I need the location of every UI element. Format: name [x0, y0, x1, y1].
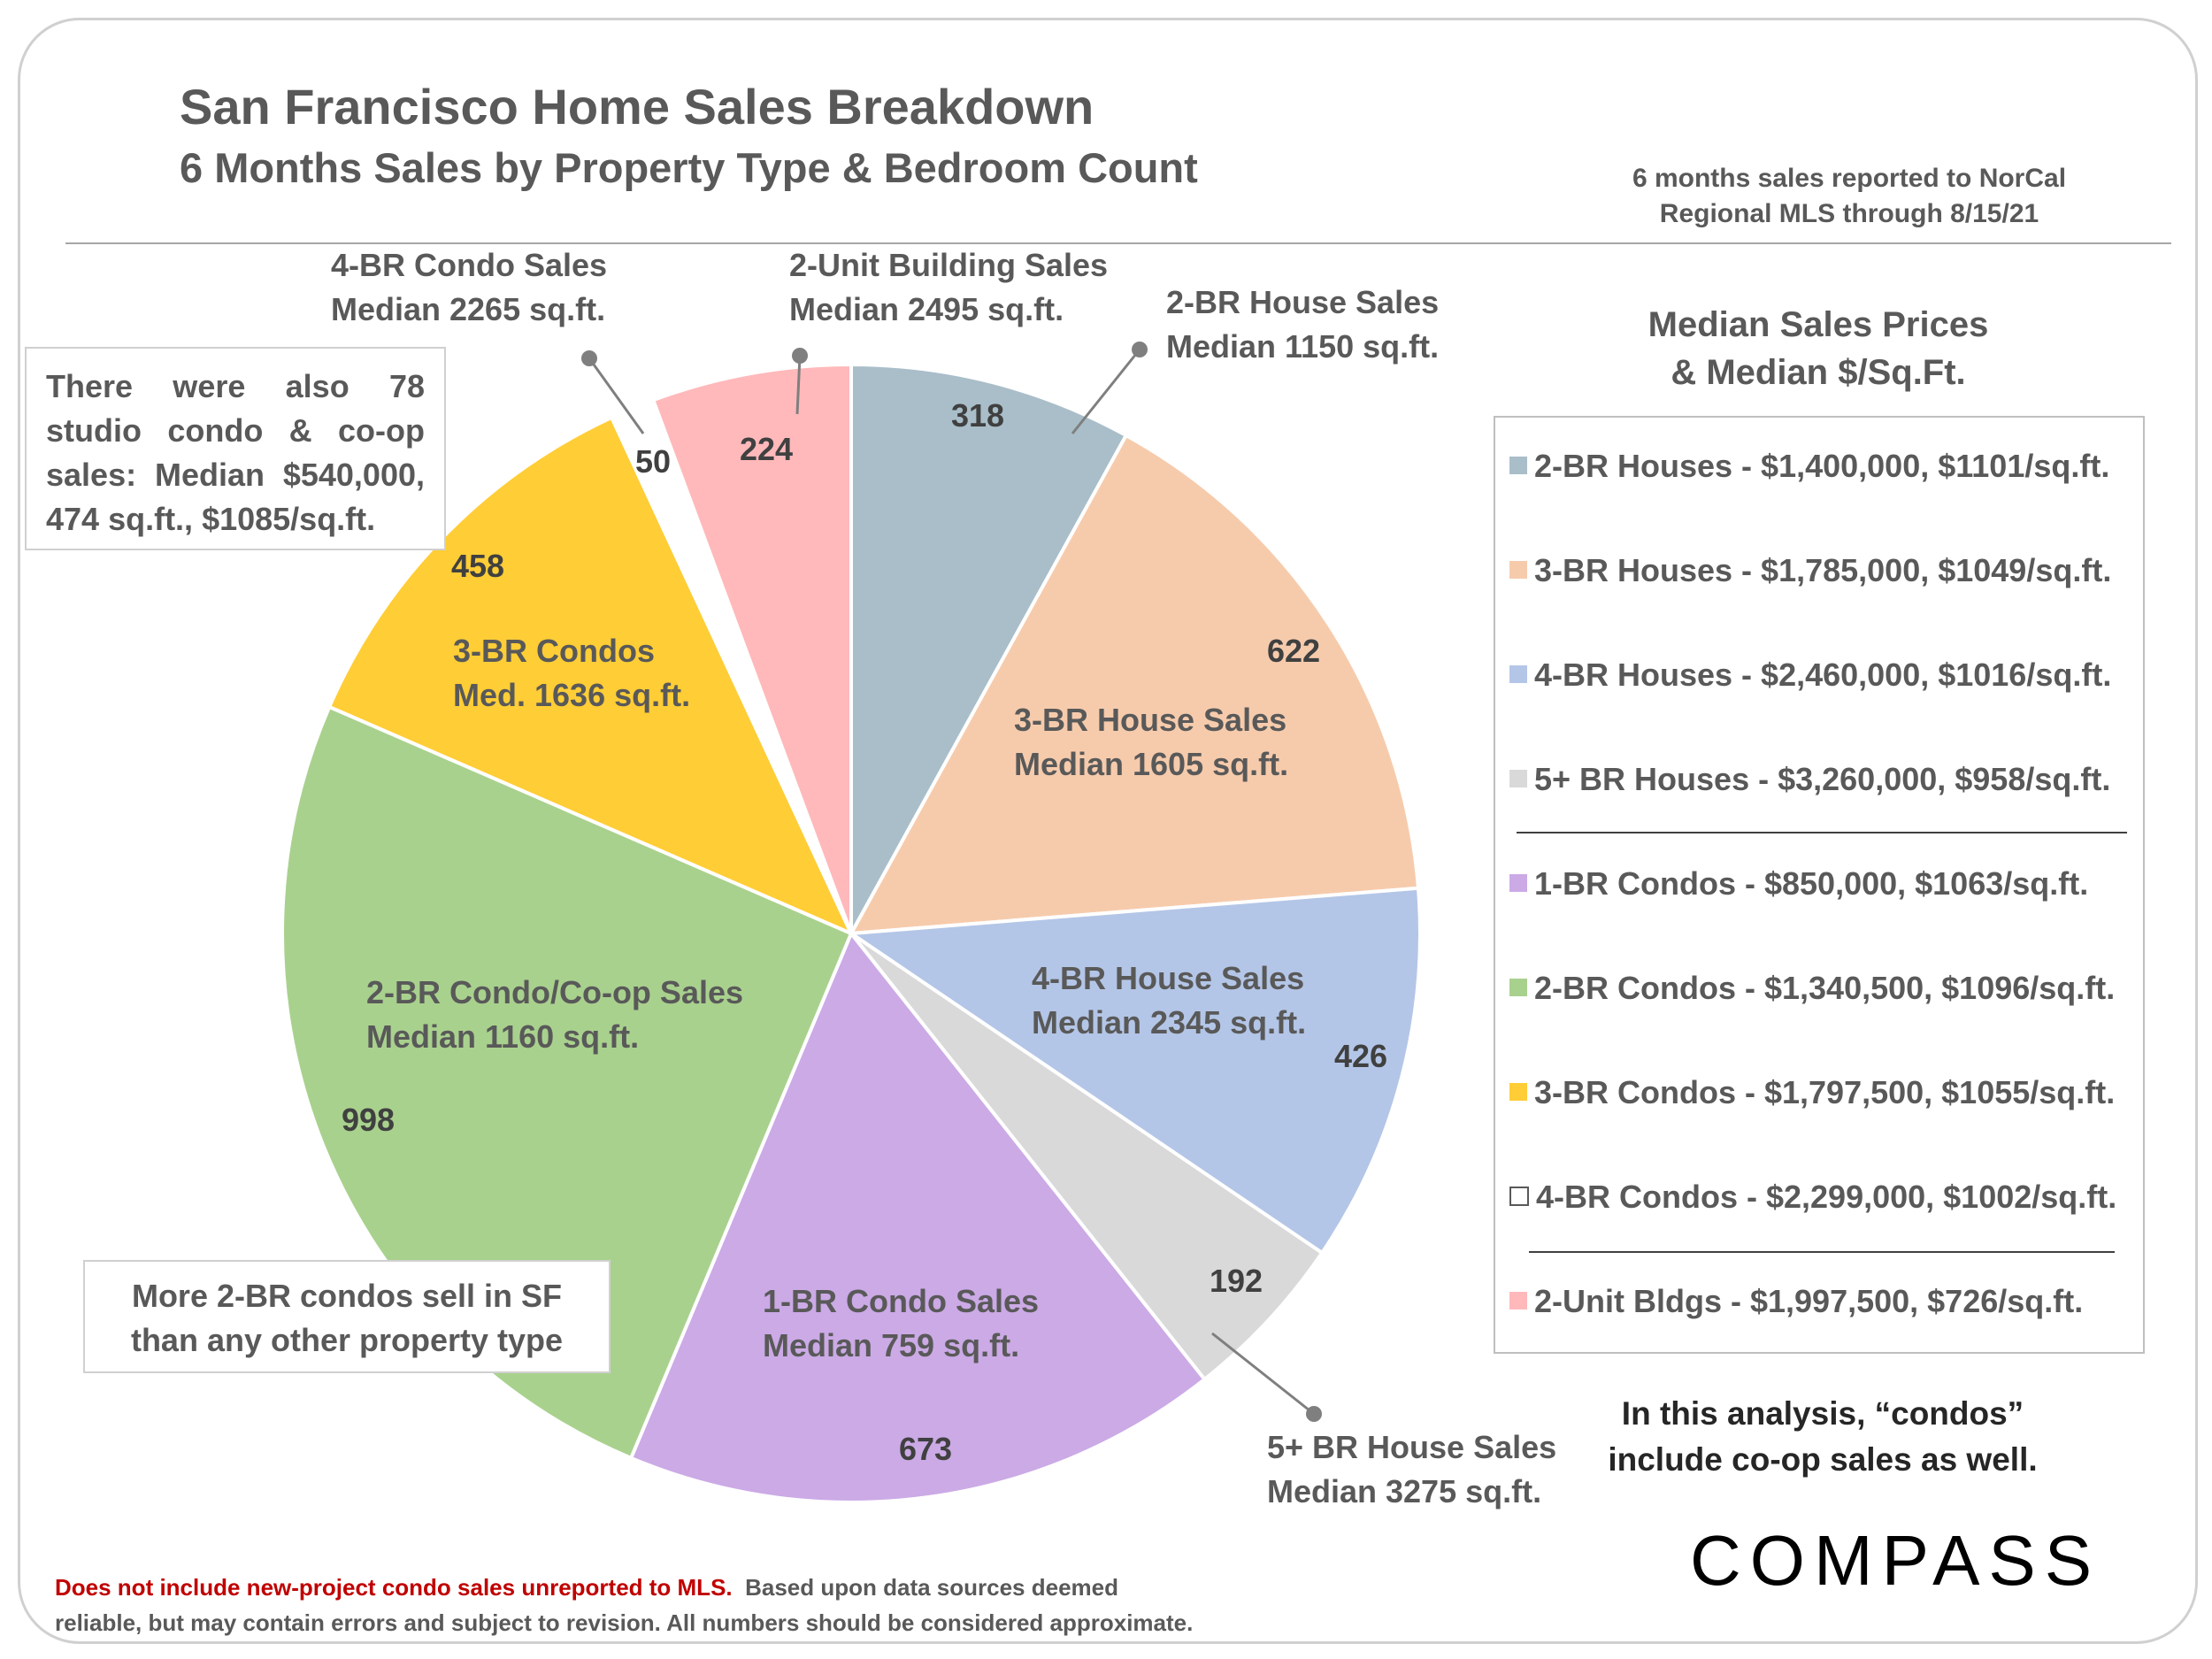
slice-category-label: 2-BR Condo/Co-op Sales — [366, 974, 743, 1010]
legend-heading: Median Sales Prices & Median $/Sq.Ft. — [1619, 301, 2017, 396]
legend-label: 3-BR Houses - $1,785,000, $1049/sq.ft. — [1534, 552, 2112, 588]
pie-slice-5-br-house-sales — [849, 932, 1325, 1382]
studio-note-line: studio condo & co-op — [46, 412, 425, 449]
legend-item: 1-BR Condos - $850,000, $1063/sq.ft. — [1509, 865, 2088, 902]
legend-swatch — [1509, 1292, 1527, 1310]
legend-swatch — [1509, 874, 1527, 893]
leader-line — [1071, 349, 1141, 434]
legend-swatch — [1509, 1187, 1529, 1207]
legend-divider — [1517, 832, 2127, 833]
condo-callout-line: than any other property type — [130, 1322, 564, 1358]
slice-category-label: 3-BR Condos — [453, 633, 655, 669]
studio-note-line: There were also 78 — [46, 368, 425, 404]
slice-value-label: 192 — [1210, 1263, 1263, 1299]
slice-callout-label: Median 3275 sq.ft. — [1267, 1473, 1541, 1509]
legend-item: 4-BR Houses - $2,460,000, $1016/sq.ft. — [1509, 657, 2111, 694]
leader-line — [1211, 1332, 1315, 1416]
pie-slice-2-unit-building-sales — [650, 362, 853, 934]
legend-label: 2-BR Condos - $1,340,500, $1096/sq.ft. — [1534, 970, 2116, 1006]
legend-item: 2-BR Condos - $1,340,500, $1096/sq.ft. — [1509, 970, 2115, 1007]
legend-heading-line: & Median $/Sq.Ft. — [1671, 353, 1966, 392]
legend-swatch — [1509, 457, 1527, 475]
condo-callout-box: More 2-BR condos sell in SF than any oth… — [83, 1260, 611, 1373]
legend-label: 2-Unit Bldgs - $1,997,500, $726/sq.ft. — [1534, 1283, 2084, 1319]
slice-callout-label: 2-BR House Sales — [1166, 284, 1439, 320]
compass-logo: COMPASS — [1690, 1521, 2101, 1600]
header-divider — [65, 242, 2171, 244]
slice-category-label: Median 759 sq.ft. — [763, 1327, 1019, 1363]
pie-slice-4-br-house-sales — [846, 886, 1422, 1256]
leader-dot — [581, 350, 597, 366]
slice-value-label: 318 — [951, 397, 1004, 434]
slice-value-label: 50 — [635, 443, 671, 480]
legend: 2-BR Houses - $1,400,000, $1101/sq.ft. 3… — [1494, 416, 2145, 1354]
source-note-line: 6 months sales reported to NorCal — [1632, 164, 2067, 193]
legend-item: 4-BR Condos - $2,299,000, $1002/sq.ft. — [1509, 1179, 2116, 1216]
slice-callout-label: Median 2495 sq.ft. — [789, 291, 1064, 327]
legend-label: 3-BR Condos - $1,797,500, $1055/sq.ft. — [1534, 1074, 2116, 1110]
leader-dot — [1132, 342, 1148, 357]
slice-category-label: Med. 1636 sq.ft. — [453, 677, 690, 713]
slice-value-label: 622 — [1267, 633, 1320, 669]
condo-definition-note: In this analysis, “condos” include co-op… — [1584, 1391, 2062, 1483]
slice-value-label: 458 — [451, 548, 504, 584]
slice-category-label: 3-BR House Sales — [1014, 702, 1286, 738]
legend-swatch — [1509, 770, 1527, 788]
leader-dot — [1306, 1406, 1322, 1422]
chart-title: San Francisco Home Sales Breakdown — [180, 79, 1094, 134]
slice-category-label: 1-BR Condo Sales — [763, 1283, 1039, 1319]
slice-callout-label: 4-BR Condo Sales — [331, 247, 607, 283]
legend-swatch — [1509, 1083, 1527, 1102]
pie-slice-1-br-condo-sales — [628, 930, 1208, 1504]
slice-category-label: Median 1605 sq.ft. — [1014, 746, 1288, 782]
source-note-line: Regional MLS through 8/15/21 — [1659, 199, 2039, 228]
footer-disclaimer: Does not include new-project condo sales… — [55, 1570, 1193, 1640]
chart-subtitle: 6 Months Sales by Property Type & Bedroo… — [180, 144, 1198, 191]
legend-label: 4-BR Condos - $2,299,000, $1002/sq.ft. — [1536, 1179, 2117, 1215]
condo-note-line: In this analysis, “condos” — [1621, 1395, 2024, 1432]
condo-note-line: include co-op sales as well. — [1608, 1441, 2038, 1478]
slice-callout-label: Median 2265 sq.ft. — [331, 291, 605, 327]
legend-item: 3-BR Houses - $1,785,000, $1049/sq.ft. — [1509, 552, 2111, 589]
legend-label: 5+ BR Houses - $3,260,000, $958/sq.ft. — [1534, 761, 2111, 797]
leader-line — [795, 355, 802, 415]
legend-swatch — [1509, 561, 1527, 580]
studio-note-line: 474 sq.ft., $1085/sq.ft. — [46, 501, 376, 537]
footer-text: Based upon data sources deemed — [745, 1574, 1118, 1601]
legend-item: 5+ BR Houses - $3,260,000, $958/sq.ft. — [1509, 761, 2110, 798]
legend-item: 2-BR Houses - $1,400,000, $1101/sq.ft. — [1509, 448, 2109, 485]
slice-callout-label: 5+ BR House Sales — [1267, 1429, 1556, 1465]
slice-category-label: Median 2345 sq.ft. — [1032, 1004, 1306, 1041]
legend-divider — [1529, 1251, 2115, 1253]
slice-value-label: 224 — [740, 431, 793, 467]
slice-category-label: Median 1160 sq.ft. — [366, 1018, 639, 1055]
slice-callout-label: 2-Unit Building Sales — [789, 247, 1108, 283]
slice-value-label: 673 — [899, 1431, 952, 1467]
source-note: 6 months sales reported to NorCal Region… — [1575, 161, 2124, 232]
footer-warning: Does not include new-project condo sales… — [55, 1574, 733, 1601]
pie-slice-3-br-house-sales — [848, 433, 1421, 936]
leader-line — [588, 357, 645, 434]
slice-value-label: 426 — [1334, 1038, 1387, 1074]
legend-swatch — [1509, 665, 1527, 684]
legend-label: 1-BR Condos - $850,000, $1063/sq.ft. — [1534, 865, 2089, 902]
studio-note-line: sales: Median $540,000, — [46, 457, 425, 493]
slice-value-label: 998 — [342, 1102, 395, 1138]
legend-item: 2-Unit Bldgs - $1,997,500, $726/sq.ft. — [1509, 1283, 2083, 1320]
leader-dot — [792, 348, 808, 364]
studio-note-box: There were also 78 studio condo & co-op … — [25, 347, 446, 550]
legend-heading-line: Median Sales Prices — [1647, 305, 1989, 344]
legend-swatch — [1509, 979, 1527, 997]
legend-label: 4-BR Houses - $2,460,000, $1016/sq.ft. — [1534, 657, 2112, 693]
footer-text: reliable, but may contain errors and sub… — [55, 1609, 1194, 1636]
slice-category-label: 4-BR House Sales — [1032, 960, 1304, 996]
pie-slice-2-br-house-sales — [849, 362, 1129, 934]
slice-callout-label: Median 1150 sq.ft. — [1166, 328, 1439, 365]
condo-callout-line: More 2-BR condos sell in SF — [131, 1278, 563, 1314]
legend-label: 2-BR Houses - $1,400,000, $1101/sq.ft. — [1534, 448, 2110, 484]
legend-item: 3-BR Condos - $1,797,500, $1055/sq.ft. — [1509, 1074, 2115, 1111]
